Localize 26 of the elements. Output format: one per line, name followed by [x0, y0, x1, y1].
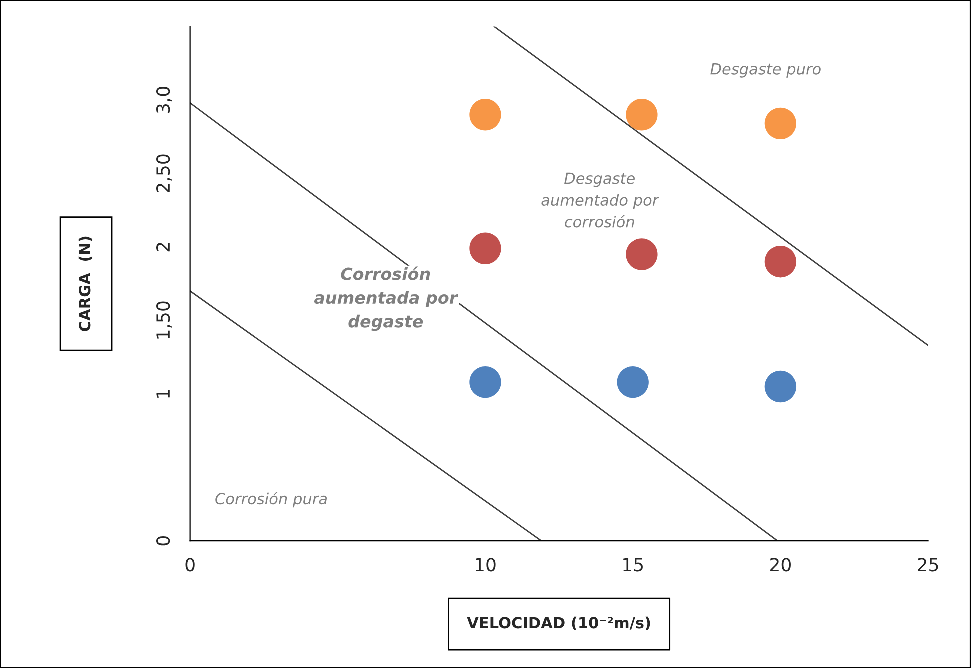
point — [626, 238, 658, 270]
y-tick-label: 0 — [156, 536, 170, 546]
x-tick-label: 20 — [770, 558, 791, 572]
point — [470, 99, 502, 131]
point — [764, 246, 797, 278]
point — [617, 366, 649, 398]
y-tick-label: 1 — [156, 390, 170, 398]
point — [470, 366, 502, 398]
annotation: Desgaste aumentado por corrosión — [542, 172, 660, 228]
point — [764, 108, 797, 140]
annotation: Corrosión aumentada por degaste — [314, 266, 458, 332]
y-axis-title: CARGA (N) — [78, 236, 93, 332]
x-tick-label: 25 — [918, 558, 938, 572]
y-tick-label: 1,50 — [156, 302, 172, 339]
annotation: Desgaste puro — [710, 64, 821, 78]
x-tick-label: 0 — [186, 558, 195, 572]
x-axis-title: VELOCIDAD (10⁻²m/s) — [467, 616, 650, 631]
y-tick-label: 2 — [156, 243, 170, 252]
point — [764, 370, 797, 403]
x-tick-label: 10 — [476, 558, 496, 572]
point — [470, 232, 502, 264]
y-tick-label: 3,0 — [156, 87, 172, 114]
x-tick-label: 15 — [624, 558, 643, 572]
y-tick-label: 2,50 — [156, 154, 172, 192]
point — [626, 99, 658, 131]
annotation: Corrosión pura — [216, 492, 328, 508]
